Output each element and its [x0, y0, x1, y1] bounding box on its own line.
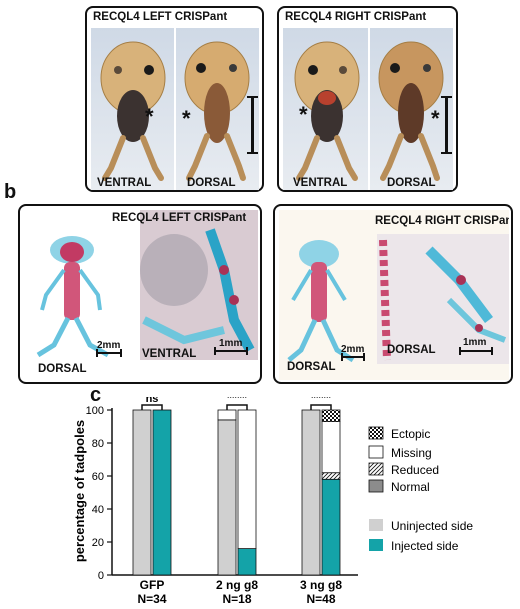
- significance-label: ****: [227, 397, 248, 405]
- legend-label-missing: Missing: [391, 446, 432, 460]
- asterisk-marker: *: [431, 106, 440, 131]
- x-category-n: N=18: [222, 592, 251, 606]
- panel-b-label: b: [4, 181, 17, 203]
- skeleton-left-photo: [24, 210, 258, 380]
- y-tick-label: 20: [92, 537, 104, 549]
- asterisk-marker: *: [145, 104, 154, 129]
- view-label-ventral: VENTRAL: [142, 348, 197, 360]
- legend-swatch-missing: [368, 445, 384, 459]
- scale-bar: [247, 96, 258, 154]
- panel-b-right-title: RECQL4 RIGHT CRISPant: [375, 215, 509, 227]
- legend-label-reduced: Reduced: [391, 463, 439, 477]
- y-tick-label: 0: [98, 570, 104, 582]
- x-category-label: 2 ng g8: [216, 578, 258, 592]
- bar-3-ng-g8-injected-ectopic: [321, 409, 341, 422]
- panel-a-right-frame: RECQL4 RIGHT CRISPant * * VENTRAL: [277, 6, 458, 192]
- bar-3-ng-g8-injected-normal: [321, 478, 341, 576]
- legend-swatch-reduced: [368, 462, 384, 476]
- y-axis-label: percentage of tadpoles: [72, 420, 87, 562]
- view-label-dorsal: DORSAL: [387, 177, 436, 189]
- view-label-ventral: VENTRAL: [293, 177, 348, 189]
- bar-2-ng-g8-uninjected-missing: [217, 409, 237, 421]
- x-category-n: N=34: [137, 592, 166, 606]
- view-label-dorsal: DORSAL: [187, 177, 236, 189]
- y-tick-label: 80: [92, 438, 104, 450]
- panel-b-left-frame: RECQL4 LEFT CRISPant DORSAL VENTRAL 2mm …: [18, 204, 262, 384]
- significance-bracket: [310, 404, 332, 410]
- significance-label: ns: [146, 397, 159, 405]
- bar-3-ng-g8-uninjected-normal: [301, 409, 321, 576]
- panel-a-left-frame: RECQL4 LEFT CRISPant * * VENT: [85, 6, 264, 192]
- scale-bar-1mm: [459, 347, 493, 355]
- tadpole-left-photo: [91, 28, 259, 190]
- x-category-label: GFP: [140, 578, 165, 592]
- panel-a-left-title: RECQL4 LEFT CRISPant: [93, 11, 228, 23]
- x-category-n: N=48: [306, 592, 335, 606]
- scale-label-2mm: 2mm: [341, 344, 365, 355]
- panel-b-left-title: RECQL4 LEFT CRISPant: [112, 212, 247, 224]
- legend-label-uninjected: Uninjected side: [391, 519, 473, 533]
- legend-swatch-uninjected: [369, 519, 383, 531]
- y-tick-label: 60: [92, 471, 104, 483]
- significance-label: ****: [311, 397, 332, 405]
- legend-swatch-ectopic: [368, 426, 384, 440]
- legend-label-injected: Injected side: [391, 539, 459, 553]
- legend-swatch-injected: [369, 539, 383, 551]
- scale-bar: [441, 96, 452, 154]
- significance-bracket: [226, 404, 248, 410]
- bar-2-ng-g8-injected-normal: [237, 548, 257, 576]
- view-label-dorsal: DORSAL: [387, 344, 436, 356]
- view-label-ventral: VENTRAL: [97, 177, 152, 189]
- scale-label-1mm: 1mm: [219, 338, 243, 349]
- bar-2-ng-g8-uninjected-normal: [217, 419, 237, 576]
- panel-b-right-photo: RECQL4 RIGHT CRISPant DORSAL DORSAL 2mm …: [279, 210, 509, 380]
- panel-a-right-photo: * * VENTRAL DORSAL: [283, 28, 453, 190]
- asterisk-marker: *: [299, 102, 308, 127]
- y-tick-label: 100: [86, 405, 104, 417]
- panel-a-right-title: RECQL4 RIGHT CRISPant: [285, 11, 427, 23]
- chart-legend: Ectopic Missing Reduced Normal Uninjecte…: [368, 426, 473, 553]
- bar-GFP-uninjected-normal: [132, 409, 152, 576]
- legend-label-normal: Normal: [391, 480, 430, 494]
- legend-swatch-normal: [368, 479, 384, 493]
- scale-bar-2mm: [341, 353, 365, 361]
- panel-b-right-frame: RECQL4 RIGHT CRISPant DORSAL DORSAL 2mm …: [273, 204, 513, 384]
- scale-bar-2mm: [96, 349, 122, 357]
- x-category-label: 3 ng g8: [300, 578, 342, 592]
- tadpole-right-photo: [283, 28, 453, 190]
- scale-bar-1mm: [214, 347, 248, 355]
- bar-GFP-injected-normal: [152, 409, 172, 576]
- panel-c-label: c: [90, 384, 102, 406]
- panel-a-left-photo: * * VENTRAL DORSAL: [91, 28, 259, 190]
- view-label-dorsal: DORSAL: [38, 363, 87, 375]
- scale-label-2mm: 2mm: [97, 340, 121, 351]
- panel-b-left-photo: RECQL4 LEFT CRISPant DORSAL VENTRAL 2mm …: [24, 210, 258, 380]
- scale-label-1mm: 1mm: [463, 337, 487, 348]
- asterisk-marker: *: [182, 106, 191, 131]
- significance-bracket: [141, 404, 163, 410]
- bar-3-ng-g8-injected-reduced: [321, 472, 341, 480]
- bar-2-ng-g8-injected-missing: [237, 409, 257, 550]
- bar-3-ng-g8-injected-missing: [321, 421, 341, 474]
- view-label-dorsal: DORSAL: [287, 361, 336, 373]
- y-tick-label: 40: [92, 504, 104, 516]
- legend-label-ectopic: Ectopic: [391, 427, 430, 441]
